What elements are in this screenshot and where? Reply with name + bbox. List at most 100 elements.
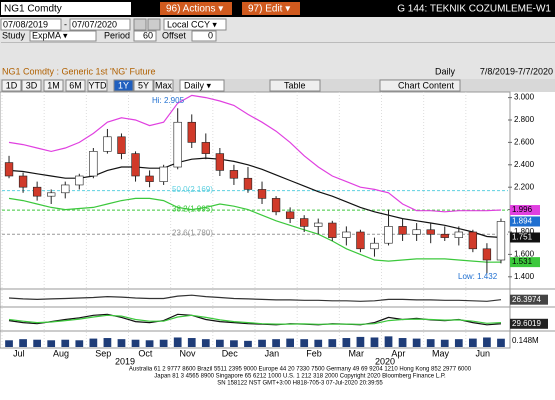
- period: 60: [143, 30, 153, 40]
- candle-body: [103, 136, 112, 152]
- range-button[interactable]: [1, 79, 22, 92]
- volume-bar: [103, 338, 112, 347]
- volume-bar: [215, 339, 224, 347]
- volume-bar: [61, 339, 70, 347]
- volume-bar: [300, 339, 309, 347]
- range-label: Max: [155, 80, 173, 90]
- candle-body: [314, 222, 323, 227]
- frequency: Daily: [435, 66, 456, 76]
- volume-bar: [5, 340, 13, 347]
- x-tick-label: Sep: [95, 348, 111, 358]
- candle-body: [285, 211, 295, 219]
- volume-bar: [19, 339, 27, 347]
- volume-bar: [187, 338, 196, 347]
- candle-body: [75, 175, 84, 186]
- edit-label: 97) Edit ▾: [248, 4, 290, 15]
- volume-label: 0.148M: [512, 336, 539, 345]
- period-label: Period: [104, 30, 130, 40]
- frequency-select[interactable]: [179, 79, 225, 92]
- candle-body: [47, 192, 56, 197]
- volume-bar: [145, 340, 154, 347]
- end-date-input[interactable]: [69, 18, 131, 31]
- chart-content-button[interactable]: [379, 79, 461, 92]
- candle-body: [229, 170, 239, 179]
- candle-body: [257, 189, 267, 199]
- volume-bar: [117, 339, 126, 347]
- frequency-select-label: Daily ▾: [184, 80, 212, 90]
- candle-body: [440, 233, 449, 238]
- volume-bar: [342, 338, 351, 347]
- start-date-input[interactable]: [0, 18, 62, 31]
- currency-select[interactable]: [163, 18, 227, 31]
- volume-bar: [244, 340, 252, 347]
- volume-bar: [33, 339, 42, 347]
- prev-button[interactable]: [133, 18, 147, 31]
- range-button[interactable]: [113, 79, 134, 92]
- last-value-box: [510, 216, 540, 227]
- volume-bar: [131, 339, 140, 347]
- candle-body: [468, 231, 478, 250]
- range-button[interactable]: [43, 79, 64, 92]
- candle-body: [426, 229, 435, 235]
- candle-body: [370, 242, 379, 250]
- candle-body: [243, 177, 253, 190]
- volume-bar: [454, 339, 463, 347]
- candle-body: [271, 198, 281, 213]
- range-button[interactable]: [87, 79, 108, 92]
- range-button[interactable]: [153, 79, 174, 92]
- range-label: 6M: [69, 80, 82, 90]
- candle-body: [328, 222, 337, 238]
- range-label: 5Y: [138, 80, 149, 90]
- panel3-value: 29.6019: [512, 319, 541, 328]
- actions-label: 96) Actions ▾: [166, 4, 223, 15]
- edit-button[interactable]: [242, 2, 300, 15]
- low-annotation: Low: 1.432: [458, 272, 498, 281]
- range-label: 1D: [6, 80, 18, 90]
- x-tick-label: Aug: [53, 348, 69, 358]
- footer-line: Japan 81 3 4565 8900 Singapore 65 6212 1…: [154, 374, 446, 380]
- study-select[interactable]: [29, 30, 97, 42]
- table-button[interactable]: [269, 79, 321, 92]
- period-input[interactable]: [133, 30, 157, 42]
- volume-bar: [230, 340, 238, 347]
- next-button[interactable]: [147, 18, 161, 31]
- offset-input[interactable]: [191, 30, 217, 42]
- volume-bar: [286, 338, 295, 347]
- offset: 0: [208, 30, 213, 40]
- year-label: 2019: [115, 356, 135, 366]
- panel2-value-box: [510, 294, 548, 305]
- x-tick-label: Feb: [306, 348, 322, 358]
- actions-button[interactable]: [160, 2, 232, 15]
- range-button[interactable]: [133, 79, 154, 92]
- candle-body: [201, 142, 210, 154]
- x-tick-label: Jan: [265, 348, 280, 358]
- fib-label: 50.0(2.169): [172, 185, 213, 194]
- x-tick-label: Jul: [13, 348, 25, 358]
- panel2-value: 26.3974: [512, 295, 541, 304]
- footer-line: Australia 61 2 9777 8600 Brazil 5511 239…: [129, 367, 472, 373]
- volume-bar: [173, 337, 182, 347]
- range-button[interactable]: [21, 79, 42, 92]
- candle-body: [117, 136, 126, 154]
- x-tick-label: Mar: [348, 348, 364, 358]
- candle-body: [300, 218, 309, 227]
- y-tick-label: 2.200: [514, 182, 535, 191]
- currency: Local CCY ▾: [167, 19, 217, 29]
- candle-body: [145, 175, 154, 182]
- volume-bar: [412, 338, 421, 347]
- candle-body: [215, 153, 225, 171]
- study: ExpMA ▾: [32, 30, 68, 40]
- offset-label: Offset: [162, 30, 186, 40]
- ticker-input[interactable]: [1, 2, 131, 15]
- range-label: 1M: [47, 80, 60, 90]
- x-tick-label: May: [432, 348, 450, 358]
- divider: [1, 42, 555, 43]
- volume-bar: [258, 339, 266, 347]
- range-button[interactable]: [65, 79, 86, 92]
- volume-bar: [89, 338, 98, 347]
- last-value-box: [510, 257, 540, 268]
- high-annotation: Hi: 2.905: [152, 96, 185, 105]
- y-tick-label: 3.000: [514, 93, 535, 102]
- candle-body: [356, 231, 365, 250]
- range-label: 3D: [26, 80, 38, 90]
